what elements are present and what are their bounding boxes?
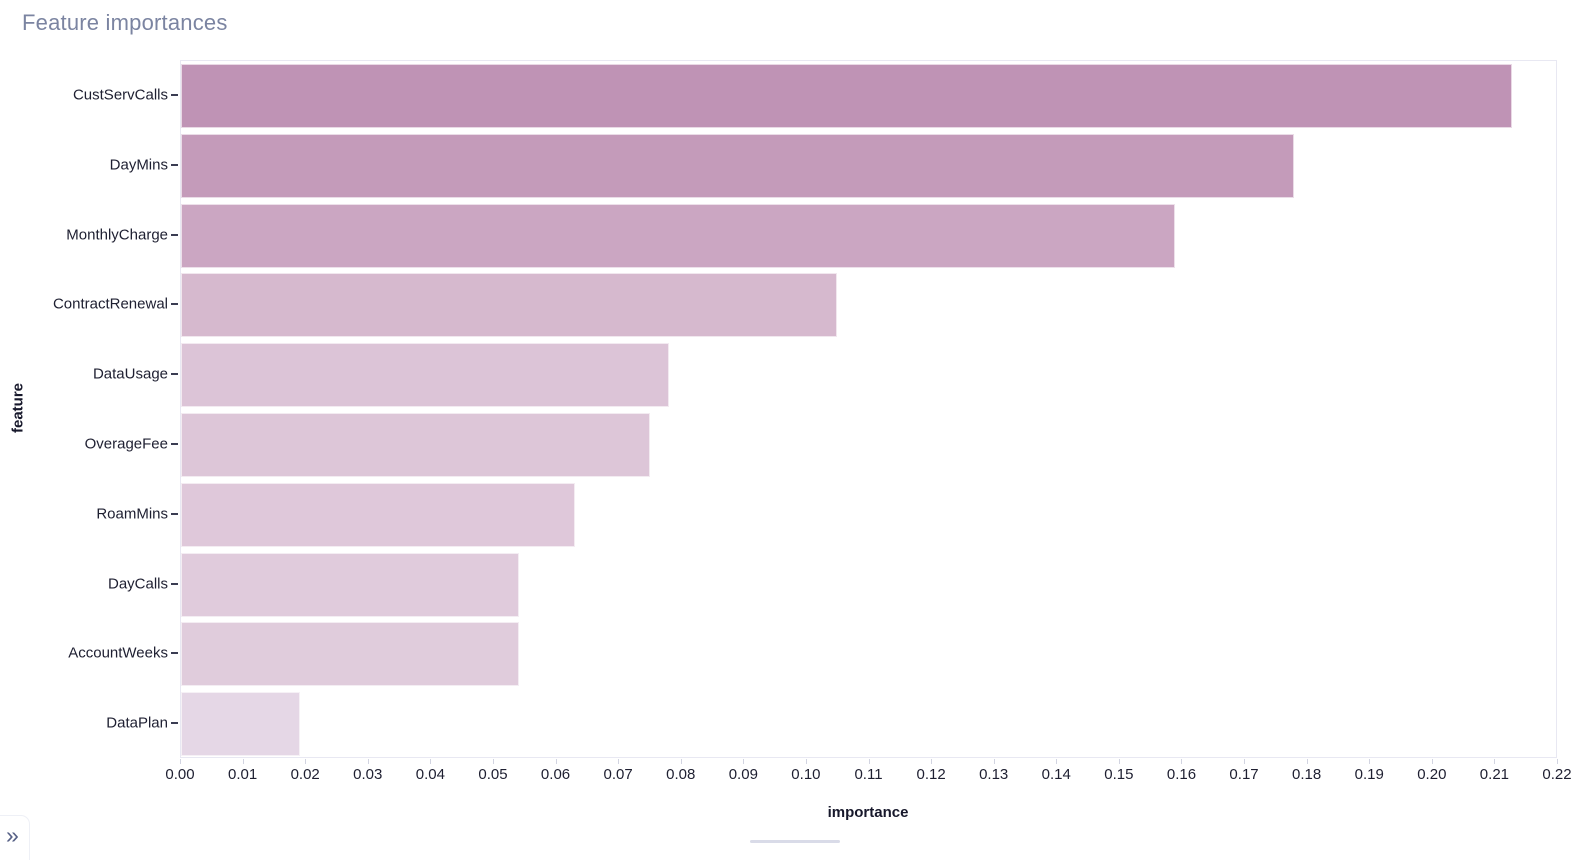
y-tick-mark	[171, 93, 178, 96]
plot-area	[180, 60, 1557, 758]
x-tick-label: 0.00	[165, 766, 195, 783]
x-tick-mark	[1118, 759, 1120, 764]
y-tick-mark	[171, 512, 178, 515]
x-tick-label: 0.09	[728, 766, 758, 783]
x-tick-mark	[305, 759, 307, 764]
y-axis-labels: CustServCalls DayMins MonthlyCharge Contrac…	[0, 60, 168, 758]
y-tick-mark	[171, 652, 178, 655]
y-tick-mark	[171, 722, 178, 725]
x-tick-label: 0.07	[603, 766, 633, 783]
y-tick-label: MonthlyCharge	[66, 226, 168, 243]
y-tick-label: ContractRenewal	[52, 295, 168, 313]
y-tick-mark	[171, 163, 178, 166]
horizontal-scrollbar-thumb[interactable]	[750, 840, 840, 843]
y-tick-label: DataUsage	[92, 365, 168, 383]
x-tick-label: 0.08	[666, 766, 696, 783]
x-tick-label: 0.22	[1542, 766, 1572, 783]
x-tick-mark	[367, 759, 369, 764]
x-tick-mark	[618, 759, 620, 764]
bar-DayCalls	[181, 552, 519, 617]
x-tick-label: 0.03	[353, 766, 383, 783]
bar-MonthlyCharge	[181, 203, 1175, 268]
x-tick-label: 0.13	[979, 766, 1009, 783]
bar-CustServCalls	[181, 63, 1513, 128]
y-tick-label: DayMins	[109, 156, 168, 174]
x-tick-label: 0.19	[1354, 766, 1384, 783]
x-tick-label: 0.17	[1229, 766, 1259, 783]
x-tick-mark	[180, 759, 181, 764]
y-axis-title: feature	[9, 382, 27, 434]
bar-RoamMins	[181, 482, 575, 547]
chart-title: Feature importances	[22, 10, 228, 35]
x-tick-mark	[430, 759, 432, 764]
bar-DayMins	[181, 133, 1294, 198]
x-tick-mark	[1056, 759, 1058, 764]
x-tick-label: 0.20	[1417, 766, 1447, 783]
x-tick-label: 0.18	[1292, 766, 1322, 783]
y-tick-mark	[171, 582, 178, 585]
x-tick-mark	[1494, 759, 1496, 764]
bar-ContractRenewal	[181, 273, 838, 338]
y-tick-label: CustServCalls	[72, 86, 168, 104]
x-tick-label: 0.14	[1041, 766, 1071, 783]
y-tick-mark	[171, 373, 178, 376]
x-tick-label: 0.12	[916, 766, 946, 783]
x-tick-label: 0.21	[1479, 766, 1510, 783]
bar-DataUsage	[181, 343, 669, 408]
bar-DataPlan	[181, 692, 300, 757]
x-tick-label: 0.16	[1166, 766, 1197, 783]
x-tick-label: 0.10	[791, 766, 821, 783]
x-tick-mark	[1181, 759, 1183, 764]
y-tick-mark	[171, 442, 178, 445]
x-tick-label: 0.01	[227, 766, 258, 783]
x-tick-label: 0.06	[540, 766, 571, 783]
x-tick-label: 0.02	[290, 766, 320, 783]
x-tick-mark	[1244, 759, 1246, 764]
y-tick-label: DataPlan	[106, 714, 168, 732]
x-tick-mark	[931, 759, 933, 764]
x-tick-mark	[1306, 759, 1308, 764]
y-tick-mark	[171, 233, 178, 236]
x-tick-label: 0.11	[854, 766, 883, 783]
sidebar-expand-button[interactable]: »	[0, 815, 30, 860]
y-tick-label: DayCalls	[107, 575, 168, 592]
x-tick-mark	[805, 759, 807, 764]
x-tick-label: 0.04	[415, 766, 445, 783]
x-tick-mark	[1369, 759, 1371, 764]
x-tick-label: 0.15	[1104, 766, 1134, 783]
y-tick-label: RoamMins	[96, 505, 168, 523]
x-tick-mark	[555, 759, 557, 764]
x-tick-label: 0.05	[478, 766, 508, 783]
x-tick-mark	[1557, 759, 1558, 764]
x-tick-mark	[680, 759, 682, 764]
x-tick-mark	[242, 759, 244, 764]
y-tick-mark	[171, 303, 178, 306]
x-axis-title: importance	[827, 804, 909, 821]
x-tick-mark	[993, 759, 995, 764]
x-tick-mark	[868, 759, 870, 764]
y-tick-label: OverageFee	[84, 435, 168, 453]
x-tick-mark	[743, 759, 745, 764]
double-chevron-right-icon: »	[6, 822, 19, 848]
bar-AccountWeeks	[181, 622, 519, 687]
y-tick-label: AccountWeeks	[68, 644, 168, 662]
x-tick-mark	[1431, 759, 1433, 764]
bar-OverageFee	[181, 412, 650, 477]
x-tick-mark	[492, 759, 494, 764]
